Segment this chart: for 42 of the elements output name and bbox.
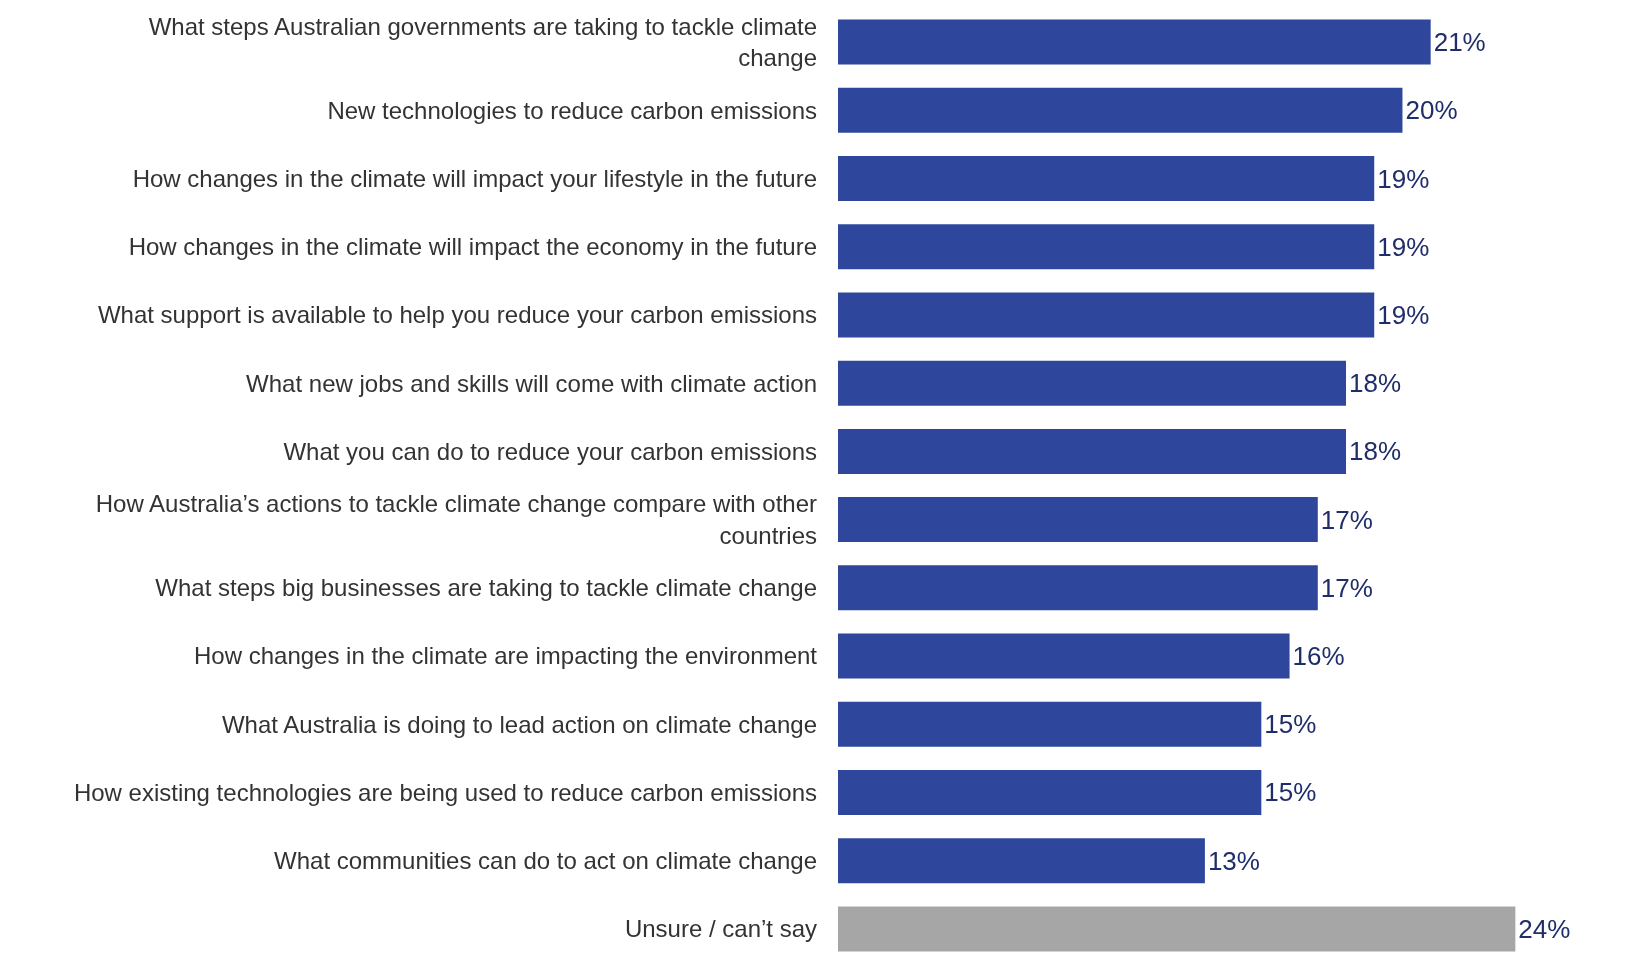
- data-label: 17%: [1320, 504, 1373, 535]
- y-tick-label: How Australia’s actions to tackle climate change compare with other countries: [95, 490, 817, 549]
- y-tick-label: How existing technologies are being used to reduce carbon emissions: [73, 778, 817, 806]
- data-label: 15%: [1264, 777, 1317, 808]
- y-tick-label: What steps big businesses are taking to tackle climate change: [155, 574, 817, 602]
- data-label: 19%: [1377, 231, 1430, 262]
- y-tick-label: Unsure / can’t say: [624, 915, 817, 943]
- data-label: 20%: [1405, 95, 1458, 126]
- bar: [838, 87, 1403, 133]
- data-label: 17%: [1320, 572, 1373, 603]
- bar: [838, 565, 1318, 611]
- data-label: 24%: [1518, 913, 1571, 944]
- y-tick-label: What you can do to reduce your carbon emissions: [283, 437, 817, 465]
- y-tick-label: How changes in the climate will impact your lifestyle in the future: [132, 164, 817, 192]
- y-tick-label: What new jobs and skills will come with climate action: [246, 369, 817, 397]
- y-tick-label: What communities can do to act on climate change: [274, 847, 817, 875]
- bar: [838, 769, 1262, 815]
- bar: [838, 906, 1516, 952]
- y-tick-label: How changes in the climate will impact the economy in the future: [128, 233, 817, 261]
- y-tick-label: What steps Australian governments are taking to tackle climate change: [148, 12, 817, 72]
- bar: [838, 292, 1375, 338]
- y-tick-label: New technologies to reduce carbon emissions: [327, 96, 817, 124]
- y-tick-label: What support is available to help you reduce your carbon emissions: [97, 301, 817, 329]
- y-tick-label: How changes in the climate are impacting the environment: [194, 642, 818, 670]
- bar: [838, 633, 1290, 679]
- data-label: 13%: [1207, 845, 1260, 876]
- data-label: 18%: [1349, 436, 1402, 467]
- bar: [838, 360, 1347, 406]
- bar: [838, 497, 1318, 543]
- bar: [838, 156, 1375, 202]
- data-label: 16%: [1292, 641, 1345, 672]
- bar: [838, 428, 1347, 474]
- y-tick-label: What Australia is doing to lead action on climate change: [221, 710, 817, 738]
- data-label: 15%: [1264, 709, 1317, 740]
- data-label: 21%: [1433, 27, 1486, 58]
- data-label: 18%: [1349, 368, 1402, 399]
- data-label: 19%: [1377, 163, 1430, 194]
- bar: [838, 224, 1375, 270]
- bar: [838, 19, 1431, 65]
- data-label: 19%: [1377, 299, 1430, 330]
- bar: [838, 838, 1205, 884]
- bar: [838, 701, 1262, 747]
